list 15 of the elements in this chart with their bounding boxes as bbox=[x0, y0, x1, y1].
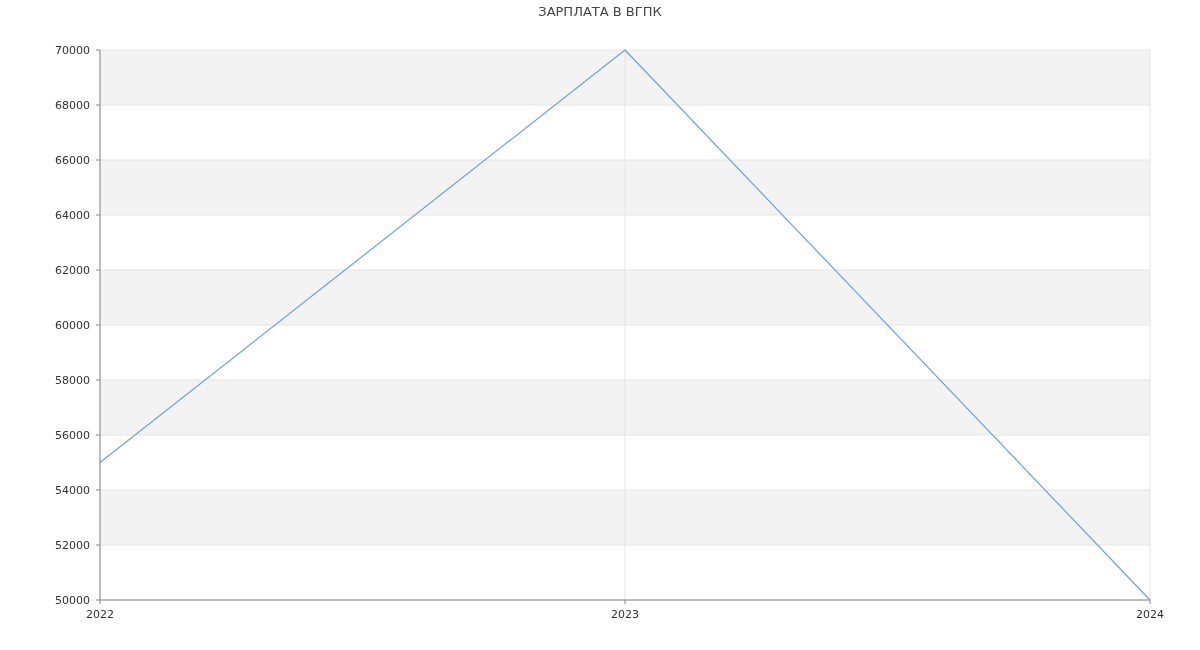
y-tick-label: 54000 bbox=[55, 483, 90, 497]
y-tick-label: 50000 bbox=[55, 593, 90, 607]
x-tick-label: 2023 bbox=[611, 608, 639, 621]
y-tick-label: 70000 bbox=[55, 43, 90, 57]
y-tick-label: 52000 bbox=[55, 538, 90, 552]
y-tick-label: 60000 bbox=[55, 318, 90, 332]
y-tick-label: 66000 bbox=[55, 153, 90, 167]
chart-title: ЗАРПЛАТА В ВГПК bbox=[538, 4, 662, 19]
y-tick-label: 64000 bbox=[55, 208, 90, 222]
y-tick-label: 56000 bbox=[55, 428, 90, 442]
y-tick-label: 68000 bbox=[55, 98, 90, 112]
y-tick-label: 62000 bbox=[55, 263, 90, 277]
x-tick-label: 2022 bbox=[86, 608, 114, 621]
y-tick-label: 58000 bbox=[55, 373, 90, 387]
x-tick-label: 2024 bbox=[1136, 608, 1164, 621]
